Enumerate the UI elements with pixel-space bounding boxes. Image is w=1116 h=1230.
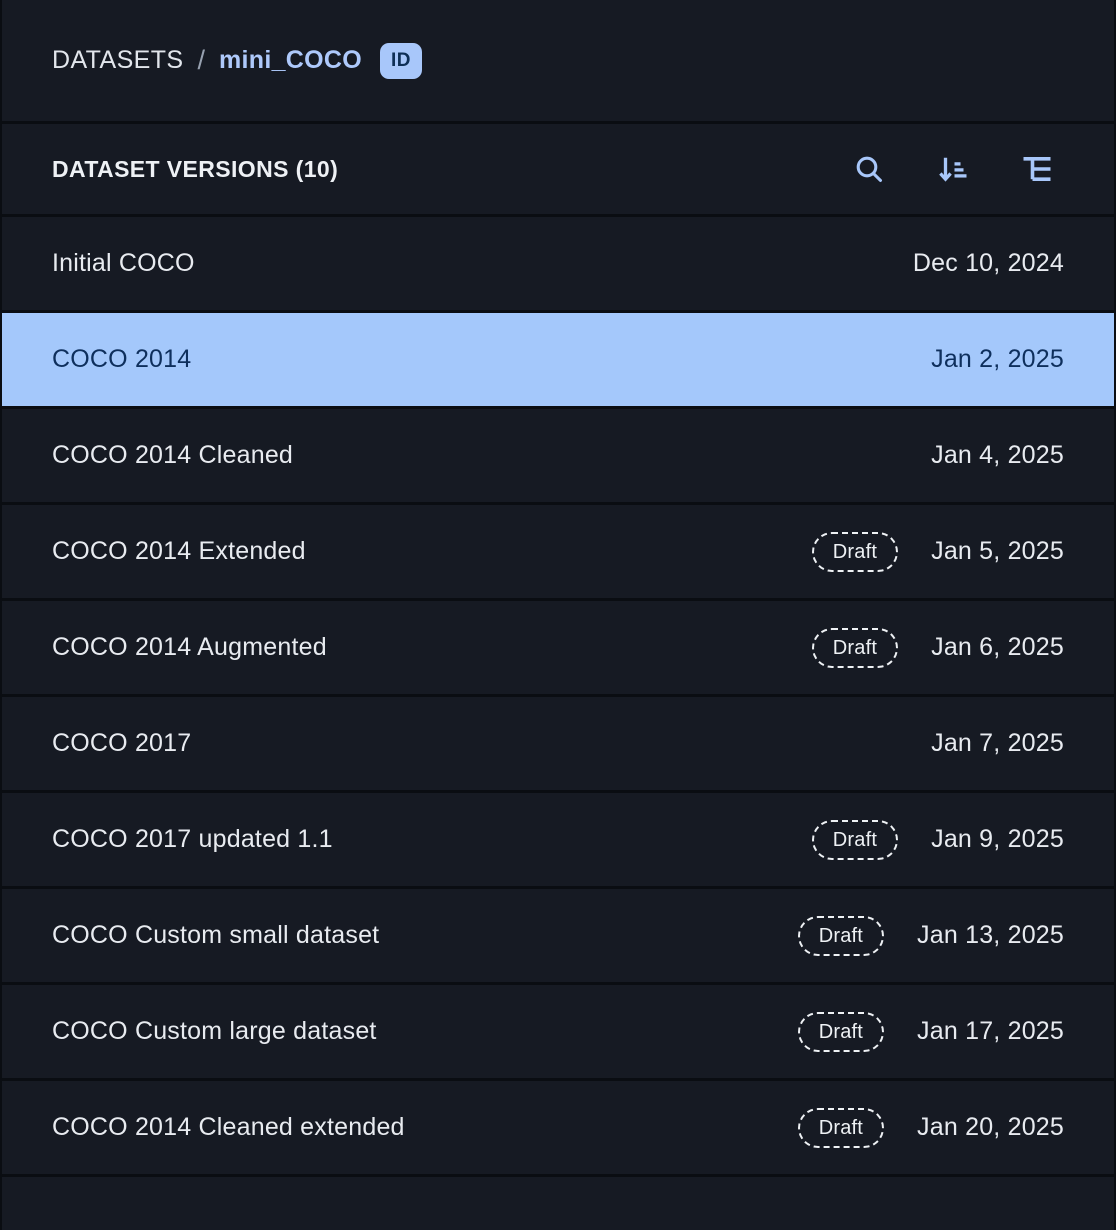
version-name: COCO 2014 Augmented bbox=[52, 633, 327, 661]
version-row[interactable]: COCO Custom small dataset Draft Jan 13, … bbox=[2, 889, 1114, 985]
breadcrumb-current-dataset: mini_COCO bbox=[218, 46, 362, 74]
version-row-right: Draft Jan 13, 2025 bbox=[797, 915, 1064, 956]
version-row[interactable]: Initial COCO Dec 10, 2024 bbox=[2, 217, 1114, 313]
version-name: COCO 2014 Cleaned bbox=[52, 441, 294, 469]
versions-header: DATASET VERSIONS (10) bbox=[2, 124, 1114, 217]
version-row[interactable]: COCO 2014 Extended Draft Jan 5, 2025 bbox=[2, 505, 1114, 601]
version-date: Jan 20, 2025 bbox=[917, 1113, 1064, 1141]
breadcrumb: DATASETS / mini_COCO ID bbox=[2, 0, 1114, 124]
version-date: Jan 9, 2025 bbox=[931, 825, 1064, 853]
breadcrumb-separator: / bbox=[197, 45, 205, 75]
version-date: Jan 4, 2025 bbox=[931, 441, 1064, 469]
version-date: Jan 17, 2025 bbox=[917, 1017, 1064, 1045]
version-date: Dec 10, 2024 bbox=[912, 249, 1064, 277]
group-button[interactable] bbox=[1018, 150, 1056, 188]
version-name: COCO Custom small dataset bbox=[52, 921, 380, 949]
version-name: COCO 2014 bbox=[52, 345, 192, 373]
version-row-right: Jan 4, 2025 bbox=[931, 441, 1064, 470]
draft-badge: Draft bbox=[811, 627, 899, 668]
version-row[interactable]: COCO 2017 Jan 7, 2025 bbox=[2, 697, 1114, 793]
sort-button[interactable] bbox=[934, 150, 972, 188]
version-row[interactable]: COCO 2014 Cleaned extended Draft Jan 20,… bbox=[2, 1081, 1114, 1177]
draft-badge: Draft bbox=[797, 1107, 885, 1148]
version-row[interactable]: COCO 2014 Jan 2, 2025 bbox=[2, 313, 1114, 409]
version-date: Jan 7, 2025 bbox=[931, 729, 1064, 757]
version-row-right: Draft Jan 5, 2025 bbox=[811, 531, 1064, 572]
draft-badge: Draft bbox=[811, 819, 899, 860]
search-button[interactable] bbox=[850, 150, 888, 188]
version-row-right: Dec 10, 2024 bbox=[913, 249, 1064, 278]
tree-structure-icon bbox=[1023, 156, 1051, 181]
version-row-right: Jan 7, 2025 bbox=[931, 729, 1064, 758]
search-icon bbox=[856, 156, 883, 183]
version-row[interactable]: COCO 2014 Cleaned Jan 4, 2025 bbox=[2, 409, 1114, 505]
version-row[interactable]: COCO 2014 Augmented Draft Jan 6, 2025 bbox=[2, 601, 1114, 697]
versions-toolbar bbox=[850, 150, 1056, 188]
version-name: COCO 2017 bbox=[52, 729, 192, 757]
version-name: COCO 2014 Cleaned extended bbox=[52, 1113, 405, 1141]
draft-badge: Draft bbox=[797, 915, 885, 956]
version-row[interactable]: COCO Custom large dataset Draft Jan 17, … bbox=[2, 985, 1114, 1081]
breadcrumb-datasets-link[interactable]: DATASETS bbox=[52, 46, 184, 74]
version-date: Jan 13, 2025 bbox=[917, 921, 1064, 949]
version-row-right: Draft Jan 9, 2025 bbox=[811, 819, 1064, 860]
version-name: COCO 2017 updated 1.1 bbox=[52, 825, 333, 853]
version-name: COCO Custom large dataset bbox=[52, 1017, 377, 1045]
version-date: Jan 2, 2025 bbox=[931, 345, 1064, 373]
version-name: COCO 2014 Extended bbox=[52, 537, 306, 565]
version-row-right: Draft Jan 6, 2025 bbox=[811, 627, 1064, 668]
bottom-filler bbox=[2, 1177, 1114, 1230]
dataset-id-badge[interactable]: ID bbox=[379, 42, 422, 79]
version-date: Jan 6, 2025 bbox=[931, 633, 1064, 661]
version-row-right: Draft Jan 17, 2025 bbox=[797, 1011, 1064, 1052]
version-row-right: Draft Jan 20, 2025 bbox=[797, 1107, 1064, 1148]
version-row[interactable]: COCO 2017 updated 1.1 Draft Jan 9, 2025 bbox=[2, 793, 1114, 889]
draft-badge: Draft bbox=[811, 531, 899, 572]
version-row-right: Jan 2, 2025 bbox=[931, 345, 1064, 374]
version-list: Initial COCO Dec 10, 2024 COCO 2014 Jan … bbox=[2, 217, 1114, 1177]
draft-badge: Draft bbox=[797, 1011, 885, 1052]
versions-title: DATASET VERSIONS (10) bbox=[52, 155, 339, 182]
version-name: Initial COCO bbox=[52, 249, 195, 277]
version-date: Jan 5, 2025 bbox=[931, 537, 1064, 565]
sort-descending-icon bbox=[939, 157, 967, 182]
